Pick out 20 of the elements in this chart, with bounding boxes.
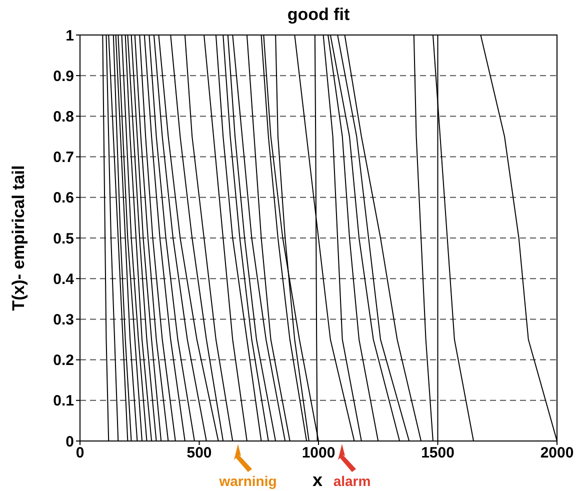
chart-title: good fit [287, 5, 350, 24]
y-tick-label: 0.6 [53, 190, 74, 207]
y-axis-title: T(x)- empirical tail [9, 165, 28, 311]
y-tick-label: 0.2 [53, 352, 74, 370]
y-tick-label: 0.9 [53, 68, 74, 85]
x-tick-label: 1500 [421, 444, 454, 462]
x-tick-label: 2000 [540, 444, 574, 462]
y-tick-label: 1 [66, 27, 74, 44]
x-axis-title: x [312, 470, 323, 490]
y-tick-label: 0.5 [53, 230, 74, 248]
y-tick-label: 0.3 [53, 312, 74, 329]
y-tick-label: 0.1 [53, 392, 74, 410]
text: warninig [218, 473, 277, 489]
text: alarm [333, 473, 371, 489]
y-tick-label: 0.4 [53, 270, 75, 288]
x-tick-label: 1000 [302, 444, 336, 462]
y-tick-label: 0.7 [53, 149, 74, 166]
y-tick-label: 0 [66, 433, 74, 450]
y-tick-label: 0.8 [53, 108, 74, 126]
x-tick-label: 500 [186, 444, 212, 462]
